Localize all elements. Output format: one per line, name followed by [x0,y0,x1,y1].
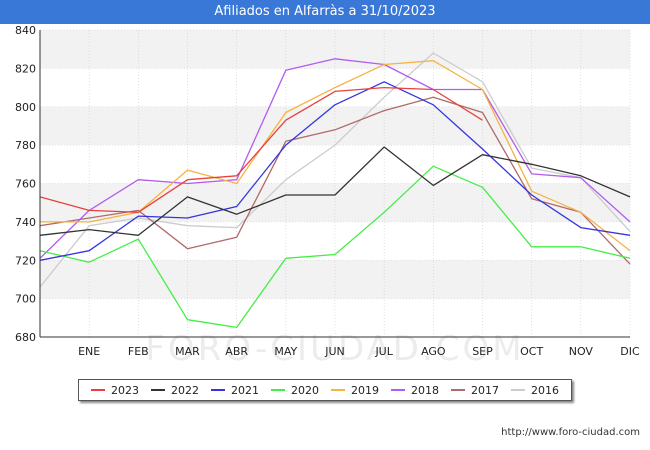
x-tick-label: MAR [175,345,200,358]
legend-label: 2016 [531,383,559,397]
chart-title: Afiliados en Alfarràs a 31/10/2023 [0,0,650,24]
legend-swatch [331,389,345,391]
y-tick-label: 840 [15,24,36,37]
legend-label: 2018 [411,383,439,397]
series-line-2017 [39,96,631,265]
y-tick-label: 760 [15,178,36,191]
legend-swatch [391,389,405,391]
legend-item: 2018 [391,384,439,397]
legend-label: 2020 [291,383,319,397]
y-tick-label: 780 [15,139,36,152]
x-tick-label: AGO [421,345,446,358]
series-line-2020 [39,165,631,329]
legend-swatch [211,389,225,391]
legend-label: 2019 [351,383,379,397]
x-tick-label: JUN [324,345,345,358]
x-tick-label: OCT [520,345,543,358]
watermark: FORO-CIUDAD.COM [145,329,524,369]
axes [39,30,630,338]
series-line-2018 [39,58,631,259]
x-tick-label: MAY [274,345,297,358]
legend-label: 2021 [231,383,259,397]
series-line-2022 [39,146,631,236]
grid-band [40,30,630,69]
legend-swatch [511,389,525,391]
series-line-2021 [39,81,631,261]
legend-item: 2021 [211,384,259,397]
series-lines [39,52,631,329]
x-tick-label: ENE [78,345,100,358]
x-tick-label: FEB [128,345,149,358]
series-line-2016 [39,52,631,288]
legend-item: 2016 [511,384,559,397]
legend-item: 2019 [331,384,379,397]
legend-label: 2023 [111,383,139,397]
x-tick-labels: ENE FEB MAR ABR MAY JUN JUL AGO SEP OCT NOV DIC [78,345,640,358]
legend-swatch [271,389,285,391]
legend-swatch [91,389,105,391]
legend-swatch [151,389,165,391]
source-link[interactable]: http://www.foro-ciudad.com [501,427,640,438]
y-tick-label: 700 [15,293,36,306]
legend-item: 2020 [271,384,319,397]
grid-band [40,106,630,146]
y-tick-labels: 680 700 720 740 760 780 800 820 840 [15,24,36,344]
x-tick-label: ABR [225,345,248,358]
legend: 2023 2022 2021 2020 2019 2018 2017 2016 [78,379,572,401]
y-tick-label: 680 [15,331,36,344]
y-tick-label: 720 [15,254,36,267]
x-tick-label: JUL [374,345,393,358]
legend-label: 2017 [471,383,499,397]
x-tick-label: DIC [620,345,640,358]
legend-swatch [451,389,465,391]
y-tick-label: 740 [15,216,36,229]
x-tick-label: NOV [569,345,594,358]
y-tick-label: 800 [15,101,36,114]
legend-label: 2022 [171,383,199,397]
legend-item: 2017 [451,384,499,397]
legend-item: 2023 [91,384,139,397]
legend-item: 2022 [151,384,199,397]
x-tick-label: SEP [472,345,493,358]
series-line-2023 [39,86,483,213]
y-tick-label: 820 [15,62,36,75]
